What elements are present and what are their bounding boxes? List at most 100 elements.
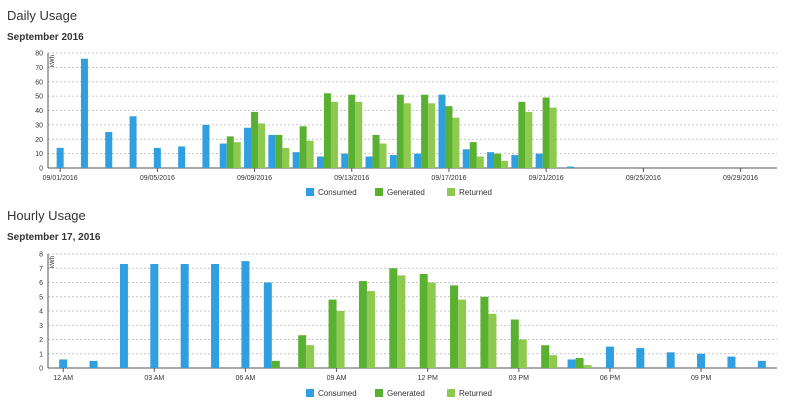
bar-consumed [697,353,706,368]
bar-consumed [438,94,446,168]
bar-consumed [129,116,137,168]
bar-generated [251,111,259,168]
bar-returned [233,142,241,168]
y-tick-label: 0 [39,366,43,373]
daily-usage-chart: 0 10 20 30 40 50 60 70 80 kWh 09/01/2016 09/05/2016… [35,51,777,197]
bar-returned [452,117,460,168]
legend-swatch-consumed [306,389,314,397]
bar-generated [421,94,429,168]
y-tick-label: 1 [39,351,43,358]
bar-generated [299,126,307,168]
y-tick-label: 20 [35,137,43,144]
x-tick-label: 09/29/2016 [723,175,758,182]
bar-consumed [80,58,88,168]
bar-returned [476,156,484,168]
bar-consumed [757,360,766,368]
y-tick-label: 4 [39,309,43,316]
x-tick-label: 12 AM [53,375,73,382]
legend-label-consumed: Consumed [318,188,357,197]
bar-generated [450,285,459,368]
y-tick-label: 50 [35,94,43,101]
bar-consumed [462,149,470,168]
bar-generated [323,93,331,168]
bar-returned [518,339,527,368]
bar-consumed [211,263,220,368]
bar-returned [258,123,266,168]
y-tick-label: 7 [39,266,43,273]
bar-consumed [605,346,614,368]
bar-consumed [487,152,495,168]
bar-returned [379,143,387,168]
bar-consumed [202,124,210,168]
legend-swatch-returned [447,188,455,196]
legend-swatch-consumed [306,188,314,196]
bar-consumed [511,155,519,168]
bar-consumed [567,359,576,368]
x-tick-label: 09 PM [691,375,711,382]
y-tick-label: 80 [35,51,43,58]
bar-returned [366,291,375,368]
legend-label-returned: Returned [459,389,492,398]
y-tick-label: 70 [35,65,43,72]
x-tick-label: 03 PM [509,375,529,382]
bar-consumed [219,143,227,168]
bar-consumed [566,166,574,168]
bar-returned [306,345,315,368]
bar-consumed [365,156,373,168]
bar-generated [358,281,367,368]
x-tick-label: 09/09/2016 [237,175,272,182]
bar-generated [445,106,453,168]
bar-generated [480,296,489,368]
y-tick-label: 30 [35,122,43,129]
x-tick-label: 09/21/2016 [529,175,564,182]
hourly-usage-title: Hourly Usage [7,208,86,223]
bar-generated [541,345,550,368]
hourly-usage-subtitle: September 17, 2016 [7,232,101,243]
bar-returned [403,103,411,168]
bar-generated [275,134,283,168]
bar-consumed [341,153,349,168]
bar-returned [428,103,436,168]
bar-consumed [389,155,397,168]
bar-generated [575,358,584,368]
x-tick-label: 09/17/2016 [431,175,466,182]
y-tick-label: 3 [39,323,43,330]
bar-returned [427,282,436,368]
legend-swatch-generated [375,188,383,196]
bar-returned [355,101,363,168]
bar-consumed [666,352,675,368]
bar-consumed [105,132,113,168]
bar-consumed [241,261,250,368]
bar-consumed [535,153,543,168]
x-tick-label: 03 AM [144,375,164,382]
x-tick-label: 09/01/2016 [43,175,78,182]
bar-generated [389,268,398,368]
legend-swatch-generated [375,389,383,397]
bar-consumed [727,356,736,368]
bar-returned [583,365,592,368]
bar-consumed [178,146,186,168]
bar-returned [336,311,345,368]
x-tick-label: 09/05/2016 [140,175,175,182]
bar-consumed [316,156,324,168]
bar-consumed [180,263,189,368]
daily-usage-subtitle: September 2016 [7,32,84,43]
bar-returned [458,299,467,368]
bar-consumed [150,263,159,368]
bar-generated [396,94,404,168]
bar-generated [298,335,307,368]
y-tick-label: 40 [35,108,43,115]
y-tick-label: 5 [39,294,43,301]
bar-consumed [263,282,272,368]
bar-consumed [268,134,276,168]
x-tick-label: 09/13/2016 [334,175,369,182]
bar-returned [397,275,406,368]
bar-generated [226,136,234,168]
bar-returned [549,107,557,168]
bar-consumed [636,348,645,368]
x-tick-label: 09/25/2016 [626,175,661,182]
bar-consumed [292,152,300,168]
y-axis-label: kWh [50,256,56,268]
bar-returned [525,111,533,168]
